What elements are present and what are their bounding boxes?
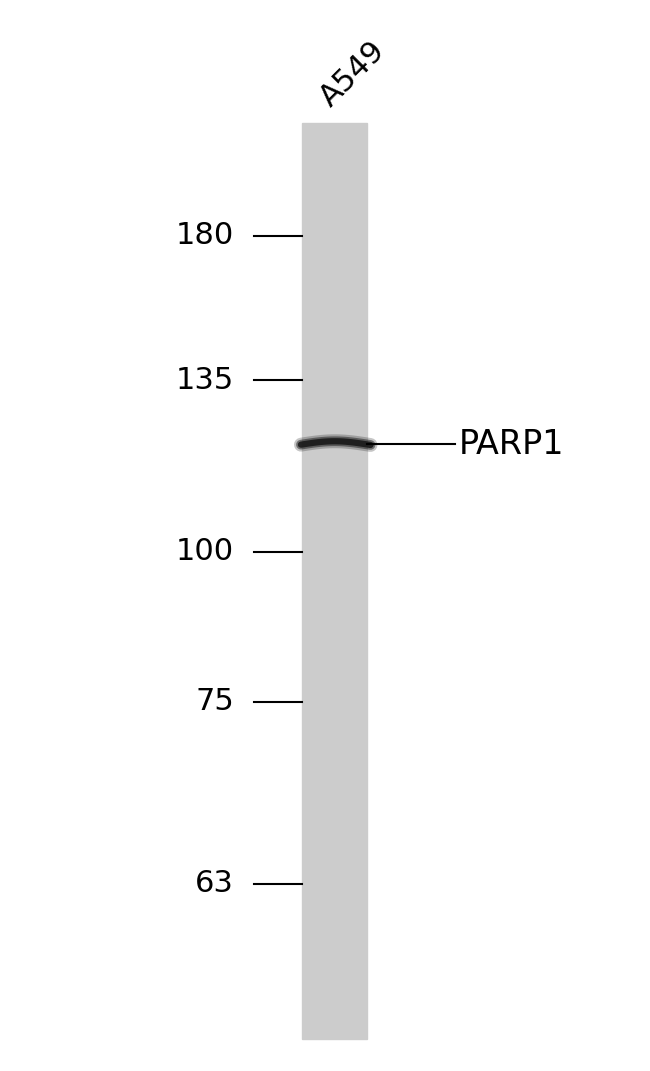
Text: 135: 135 [176, 365, 234, 395]
Text: 75: 75 [195, 687, 234, 716]
Bar [302, 123, 367, 1039]
Text: 100: 100 [176, 537, 234, 567]
Text: 180: 180 [176, 221, 234, 251]
Text: PARP1: PARP1 [458, 428, 564, 461]
Text: A549: A549 [314, 36, 391, 112]
Text: 63: 63 [195, 869, 234, 899]
